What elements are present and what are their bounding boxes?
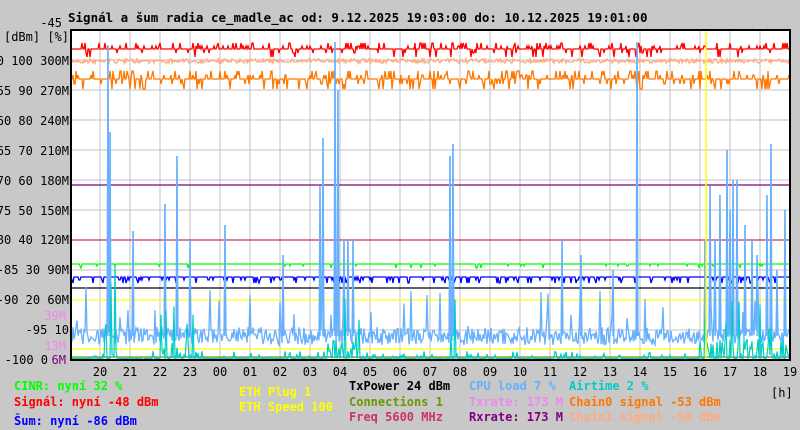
rate-label-13m: 13M [44, 339, 66, 353]
legend-noise: Šum: nyní -86 dBm [14, 414, 137, 428]
x-tick-label: 07 [422, 365, 438, 379]
legend-connections: Connections 1 [349, 395, 443, 409]
legend-freq: Freq 5600 MHz [349, 410, 443, 424]
x-unit-label: [h] [771, 386, 793, 400]
x-tick-label: 17 [722, 365, 738, 379]
plot-border [70, 29, 791, 361]
legend-rxrate: Rxrate: 173 M [469, 410, 563, 424]
y-tick-label: -55 90 270M [0, 83, 69, 98]
x-tick-label: 12 [572, 365, 588, 379]
chart-title: Signál a šum radia ce_madle_ac od: 9.12.… [68, 10, 648, 25]
y-tick-label: -65 70 210M [0, 143, 69, 158]
legend-cinr: CINR: nyní 32 % [14, 379, 123, 393]
chain1-series [70, 56, 790, 66]
y-tick-label: -100 0 [4, 353, 48, 367]
y-tick-label: -50 100 300M [0, 54, 69, 68]
rate-label-39m: 39M [44, 309, 66, 323]
y-tick-label: -75 50 150M [0, 203, 69, 218]
y-tick-label: -95 10 [25, 323, 69, 338]
y-tick-label: -90 20 60M [0, 293, 69, 308]
x-tick-label: 04 [332, 365, 348, 379]
legend-txpower: TxPower 24 dBm [349, 379, 451, 393]
x-tick-label: 18 [752, 365, 768, 379]
x-tick-label: 19 [782, 365, 798, 379]
x-tick-label: 01 [242, 365, 258, 379]
x-tick-label: 22 [152, 365, 168, 379]
x-tick-label: 16 [692, 365, 708, 379]
y-tick-label: -80 40 120M [0, 233, 69, 248]
x-tick-label: 02 [272, 365, 288, 379]
legend-signal: Signál: nyní -48 dBm [14, 395, 159, 409]
x-tick-label: 06 [392, 365, 408, 379]
x-tick-label: 09 [482, 365, 498, 379]
chain0-series [71, 70, 790, 90]
legend-txrate: Txrate: 173 M [469, 395, 563, 409]
x-tick-label: 08 [452, 365, 468, 379]
x-tick-label: 23 [182, 365, 198, 379]
y-tick-label: -70 60 180M [0, 173, 69, 188]
y-units-header: [dBm] [%] [3, 30, 69, 44]
x-tick-label: 21 [122, 365, 138, 379]
x-tick-label: 20 [92, 365, 108, 379]
x-tick-label: 14 [632, 365, 648, 379]
legend-chain1: Chain1 signal -50 dBm [569, 410, 721, 424]
y-tick-label: -60 80 240M [0, 113, 69, 128]
legend-eth-plug: ETH Plug 1 [239, 385, 312, 399]
x-tick-label: 11 [542, 365, 558, 379]
x-tick-label: 13 [602, 365, 618, 379]
rate-label-6m: 6M [51, 353, 66, 367]
x-tick-label: 15 [662, 365, 678, 379]
y-tick-label: -85 30 90M [0, 263, 69, 278]
x-tick-label: 10 [512, 365, 528, 379]
airtime-series [71, 265, 790, 362]
signal-series [71, 42, 789, 58]
x-tick-label: 03 [302, 365, 318, 379]
x-tick-label: 05 [362, 365, 378, 379]
y-top-label: -45 [40, 16, 62, 30]
legend-airtime: Airtime 2 % [569, 379, 649, 393]
legend-chain0: Chain0 signal -53 dBm [569, 395, 721, 409]
legend-eth-speed: ETH Speed 100 [239, 400, 333, 414]
legend-cpu: CPU load 7 % [469, 379, 556, 393]
x-tick-label: 00 [212, 365, 228, 379]
